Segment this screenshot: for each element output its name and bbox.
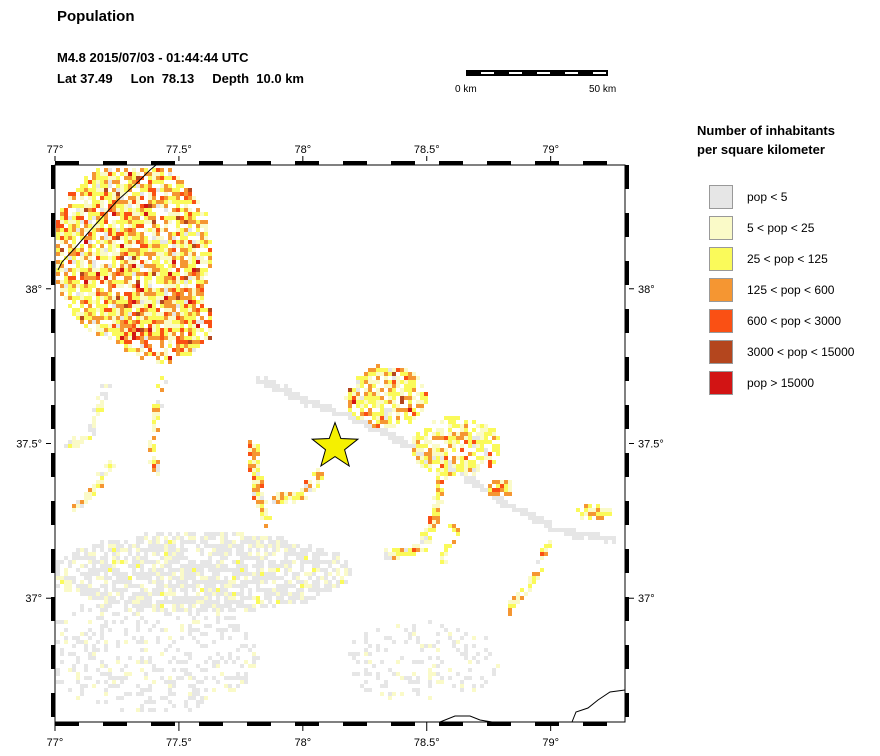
legend-label: 125 < pop < 600 <box>747 283 835 297</box>
legend-item: 600 < pop < 3000 <box>709 309 879 335</box>
scale-label-start: 0 km <box>455 84 477 95</box>
event-info: M4.8 2015/07/03 - 01:44:44 UTC <box>57 50 249 65</box>
lat-text: Lat 37.49 <box>57 71 113 86</box>
legend-swatch <box>709 371 733 395</box>
lon-text: Lon 78.13 <box>130 71 195 86</box>
legend-title: Number of inhabitants per square kilomet… <box>697 121 835 159</box>
lon-tick-label-top: 77° <box>47 144 64 156</box>
legend-label: pop < 5 <box>747 190 788 204</box>
legend-item: pop > 15000 <box>709 371 879 397</box>
legend-swatch <box>709 185 733 209</box>
legend-swatch <box>709 309 733 333</box>
lon-tick-label-top: 77.5° <box>166 144 192 156</box>
legend-item: 5 < pop < 25 <box>709 216 879 242</box>
legend-label: 600 < pop < 3000 <box>747 314 842 328</box>
epicenter-star-icon <box>310 421 360 468</box>
lon-tick-label-bottom: 79° <box>542 737 559 749</box>
legend-label: 3000 < pop < 15000 <box>747 345 855 359</box>
lat-tick-label-left: 37.5° <box>16 439 42 451</box>
legend-swatch <box>709 278 733 302</box>
border-lines <box>57 164 626 723</box>
lat-tick-label-right: 37.5° <box>638 439 664 451</box>
lat-tick-label-right: 38° <box>638 284 655 296</box>
legend-label: pop > 15000 <box>747 376 815 390</box>
legend-item: 125 < pop < 600 <box>709 278 879 304</box>
scale-bar <box>466 70 608 76</box>
lat-tick-label-right: 37° <box>638 593 655 605</box>
depth-text: Depth 10.0 km <box>212 71 304 86</box>
legend-swatch <box>709 340 733 364</box>
legend-title-line2: per square kilometer <box>697 142 825 157</box>
legend-title-line1: Number of inhabitants <box>697 123 835 138</box>
legend-label: 5 < pop < 25 <box>747 221 815 235</box>
lon-tick-label-top: 79° <box>542 144 559 156</box>
axis-ticks: 77° 77° 77.5° 77.5° 78° 78° 78.5° 78.5° 79° 79° 38… <box>16 144 664 749</box>
legend-label: 25 < pop < 125 <box>747 252 828 266</box>
lon-tick-label-bottom: 77.5° <box>166 737 192 749</box>
legend-item: 25 < pop < 125 <box>709 247 879 273</box>
legend-item: 3000 < pop < 15000 <box>709 340 879 366</box>
lon-tick-label-bottom: 78° <box>295 737 312 749</box>
legend-swatch <box>709 216 733 240</box>
map-title: Population <box>57 8 135 25</box>
map-frame <box>51 161 629 726</box>
lon-tick-label-bottom: 78.5° <box>414 737 440 749</box>
lat-tick-label-left: 37° <box>25 593 42 605</box>
location-info: Lat 37.49 Lon 78.13 Depth 10.0 km <box>57 71 304 86</box>
legend-swatch <box>709 247 733 271</box>
scale-label-end: 50 km <box>589 84 617 95</box>
lon-tick-label-top: 78.5° <box>414 144 440 156</box>
legend-item: pop < 5 <box>709 185 879 211</box>
lat-tick-label-left: 38° <box>25 284 42 296</box>
lon-tick-label-top: 78° <box>295 144 312 156</box>
lon-tick-label-bottom: 77° <box>47 737 64 749</box>
